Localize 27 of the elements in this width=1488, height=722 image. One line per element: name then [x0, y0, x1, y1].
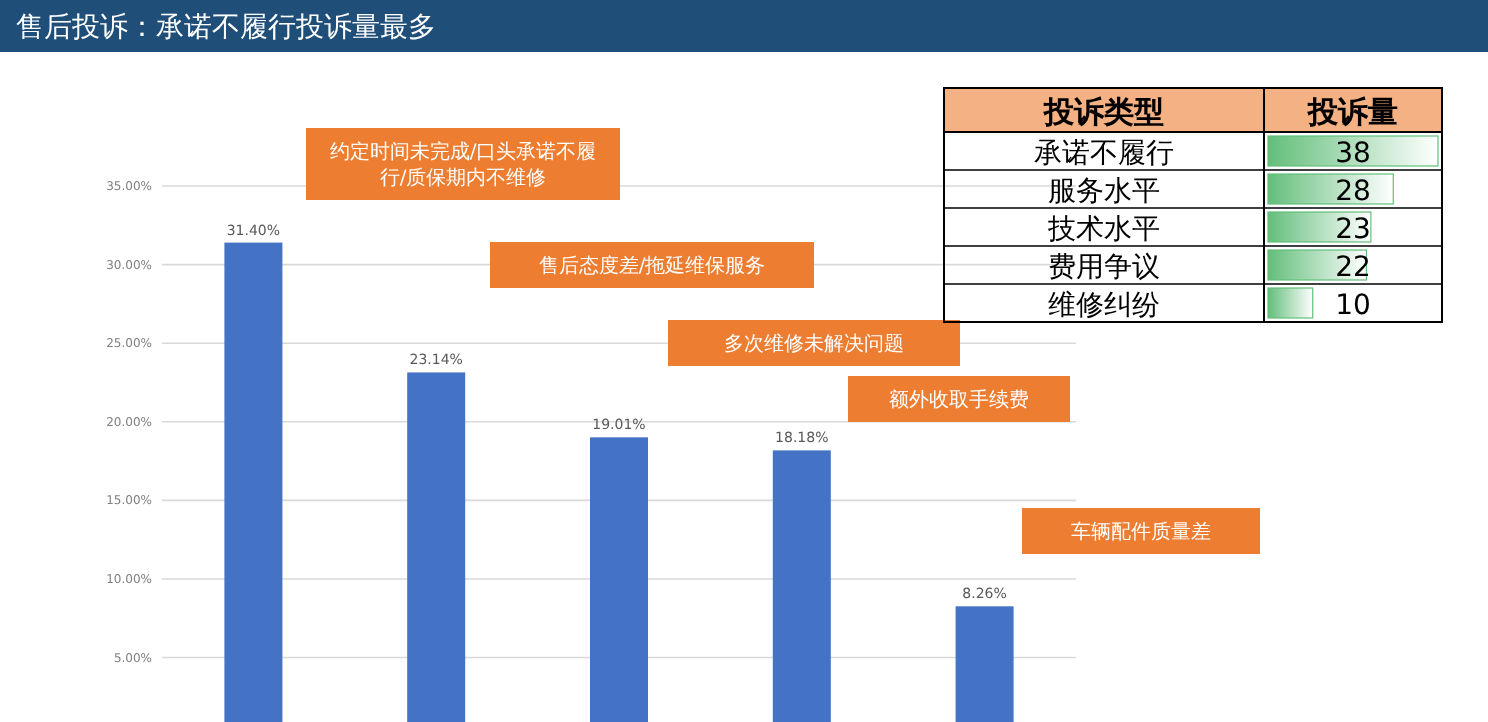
bar: [1267, 287, 1314, 319]
annotation: 多次维修未解决问题: [724, 332, 904, 356]
y-tick-label: 费用争议: [1048, 252, 1160, 284]
data-label: 22: [1335, 252, 1371, 284]
data-label: 10: [1335, 290, 1371, 322]
annotation: 额外收取手续费: [889, 388, 1029, 412]
picture-callout-box: 售后态度差/拖延维保服务: [490, 242, 814, 288]
data-label: 38: [1335, 138, 1371, 170]
bar: [1267, 173, 1394, 205]
y-tick-label: 服务水平: [1048, 176, 1160, 208]
y-tick-label: 维修纠纷: [1048, 290, 1160, 322]
data-label: 23: [1335, 214, 1371, 246]
x-axis-title: 投诉量: [1306, 94, 1398, 130]
bar: [1267, 211, 1372, 243]
picture-callout-box: 多次维修未解决问题: [668, 320, 960, 366]
picture-callout-box: 约定时间未完成/口头承诺不履行/质保期内不维修: [306, 128, 620, 200]
picture-callout-box: 额外收取手续费: [848, 376, 1070, 422]
annotation: 售后态度差/拖延维保服务: [538, 254, 766, 278]
picture-callout-box: 车辆配件质量差: [1022, 508, 1260, 554]
y-axis-title: 投诉类型: [1042, 94, 1164, 130]
bar: [1267, 249, 1368, 281]
chart-title: 售后投诉：承诺不履行投诉量最多: [16, 12, 436, 44]
annotation: 车辆配件质量差: [1071, 520, 1211, 544]
y-tick-label: 承诺不履行: [1034, 138, 1174, 170]
annotation: 约定时间未完成/口头承诺不履行/质保期内不维修: [329, 140, 597, 190]
data-label: 28: [1335, 176, 1371, 208]
y-tick-label: 技术水平: [1046, 214, 1160, 246]
